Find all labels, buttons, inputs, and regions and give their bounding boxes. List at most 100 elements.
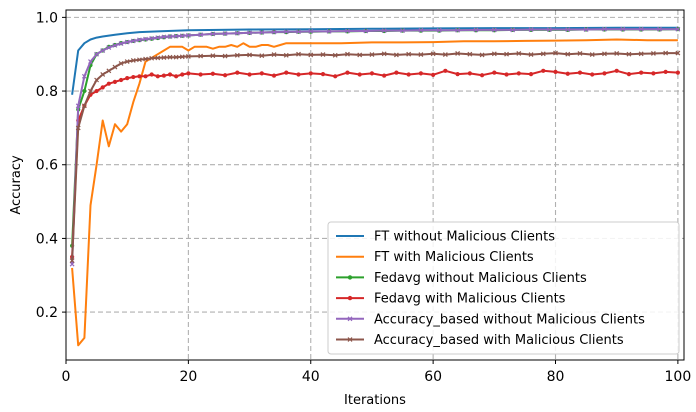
series-4-point-35 [418, 27, 424, 33]
series-5-point-47 [528, 52, 534, 58]
series-5-point-46 [516, 51, 522, 56]
series-5-point-16 [167, 54, 173, 60]
series-4-point-37 [455, 27, 461, 33]
series-5-point-4 [94, 77, 100, 83]
series-3-point-31 [333, 74, 338, 79]
series-3-point-33 [357, 72, 362, 77]
series-5-point-42 [467, 51, 473, 57]
plot-frame [65, 9, 685, 361]
series-3-point-7 [112, 79, 118, 84]
series-4-point-13 [149, 35, 155, 41]
series-3-point-18 [180, 72, 185, 77]
series-3-point-10 [131, 74, 136, 80]
legend-marker-5 [347, 337, 353, 342]
legend-marker-2 [347, 275, 353, 280]
series-3-point-56 [639, 70, 644, 75]
series-3-point-49 [553, 69, 558, 74]
series-3-point-30 [320, 72, 326, 77]
series-3-point-44 [492, 70, 497, 75]
series-4-point-26 [271, 29, 277, 35]
series-5-point-7 [112, 64, 118, 70]
series-3-point-5 [100, 85, 105, 90]
series-5-point-20 [198, 53, 204, 59]
series-4-point-48 [657, 26, 662, 32]
series-4-point-12 [143, 36, 148, 42]
series-3 [70, 68, 680, 259]
legend-item-1: FT with Malicious Clients [336, 250, 534, 265]
series-4-point-28 [296, 29, 301, 35]
legend-box [327, 221, 680, 355]
series-4-point-40 [510, 27, 516, 33]
x-tick-label-2: 40 [302, 369, 320, 385]
series-3-point-21 [210, 71, 215, 76]
series-1 [71, 38, 678, 347]
series-3-point-38 [418, 71, 423, 76]
series-4-point-30 [326, 28, 332, 34]
x-tick-label-0: 0 [62, 369, 71, 385]
series-4-point-17 [173, 33, 179, 39]
series-5-point-50 [565, 51, 571, 57]
series-4-point-36 [436, 27, 442, 33]
series-5-point-30 [320, 52, 326, 58]
series-5-point-19 [185, 53, 191, 59]
x-axis-label: Iterations [344, 393, 406, 408]
series-4-point-49 [675, 26, 681, 32]
series-3-point-22 [222, 73, 228, 78]
legend-label-2: Fedavg without Malicious Clients [374, 271, 587, 286]
series-4-point-5 [100, 48, 106, 53]
legend-item-0: FT without Malicious Clients [336, 230, 555, 245]
series-3-point-50 [565, 71, 570, 76]
tick-layer: 0 20 40 60 80 100 0.2 0.4 0.6 0.8 1.0 [36, 10, 692, 385]
series-3-point-25 [259, 71, 264, 76]
series-5-point-58 [663, 50, 669, 56]
series-4-point-21 [210, 31, 216, 37]
series-5-point-9 [124, 59, 130, 65]
series-5-point-45 [504, 51, 509, 57]
y-tick-label-1: 0.4 [36, 231, 58, 247]
series-5-point-34 [369, 52, 375, 58]
legend-label-5: Accuracy_based with Malicious Clients [374, 333, 624, 348]
series-5-point-26 [271, 52, 277, 58]
series-4-point-20 [198, 32, 204, 38]
series-3-point-34 [369, 71, 375, 76]
series-3-point-45 [504, 72, 509, 77]
series-4-point-15 [161, 34, 167, 40]
series-5-point-13 [149, 55, 155, 61]
series-5-point-17 [173, 54, 179, 60]
series-4-point-32 [363, 28, 369, 34]
series-5 [69, 50, 681, 263]
series-3-point-35 [382, 73, 387, 78]
series-5-point-14 [155, 55, 161, 61]
series-4-point-10 [130, 38, 136, 44]
series-4-point-18 [179, 33, 185, 39]
series-3-point-12 [143, 74, 148, 79]
series-line-1 [71, 38, 678, 347]
series-4-point-31 [345, 28, 350, 34]
series-3-point-23 [235, 70, 240, 75]
series-5-point-38 [418, 52, 424, 58]
series-3-point-26 [271, 73, 277, 78]
series-3-point-54 [614, 68, 619, 73]
series-0 [71, 26, 678, 95]
y-tick-label-0: 0.2 [36, 305, 58, 321]
legend-label-1: FT with Malicious Clients [374, 250, 534, 265]
series-4-point-39 [491, 27, 497, 33]
series-5-point-6 [106, 68, 112, 74]
legend-marker-4 [347, 316, 353, 322]
series-4-point-1 [75, 103, 81, 109]
series-4-point-41 [528, 27, 534, 32]
series-3-point-53 [602, 71, 607, 76]
series-4-point-16 [167, 34, 173, 39]
series-3-point-57 [651, 71, 656, 76]
series-5-point-28 [296, 51, 301, 57]
series-5-point-15 [161, 55, 167, 60]
series-3-point-32 [345, 70, 350, 75]
series-5-point-55 [626, 51, 632, 57]
series-4-point-25 [259, 30, 265, 35]
series-3-point-41 [455, 72, 460, 77]
series-4-point-23 [234, 30, 240, 36]
series-3-point-46 [516, 71, 521, 76]
series-4-point-46 [620, 26, 626, 32]
series-5-point-29 [308, 52, 314, 58]
legend-item-5: Accuracy_based with Malicious Clients [336, 333, 624, 348]
